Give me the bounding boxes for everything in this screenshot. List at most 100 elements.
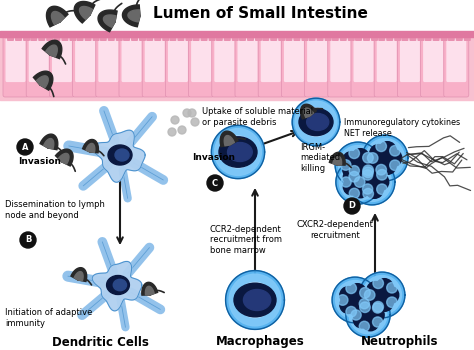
Circle shape — [352, 159, 364, 171]
FancyBboxPatch shape — [26, 35, 51, 97]
Circle shape — [363, 170, 373, 180]
Circle shape — [343, 169, 360, 186]
Circle shape — [390, 160, 400, 170]
Circle shape — [381, 286, 399, 304]
Circle shape — [359, 299, 369, 309]
Circle shape — [338, 146, 377, 184]
Ellipse shape — [307, 113, 329, 131]
FancyBboxPatch shape — [235, 35, 260, 97]
Ellipse shape — [113, 279, 127, 291]
FancyBboxPatch shape — [214, 38, 234, 82]
FancyBboxPatch shape — [189, 35, 214, 97]
Polygon shape — [333, 156, 342, 165]
Circle shape — [360, 287, 370, 298]
Circle shape — [343, 178, 360, 195]
FancyBboxPatch shape — [285, 33, 292, 41]
Circle shape — [376, 164, 386, 175]
Circle shape — [355, 177, 365, 187]
FancyBboxPatch shape — [201, 33, 208, 41]
Circle shape — [349, 159, 395, 205]
FancyBboxPatch shape — [293, 33, 301, 41]
FancyBboxPatch shape — [354, 38, 374, 82]
Circle shape — [357, 169, 374, 186]
Circle shape — [362, 309, 374, 321]
FancyBboxPatch shape — [116, 33, 123, 41]
Polygon shape — [55, 149, 73, 166]
Circle shape — [365, 139, 404, 177]
Polygon shape — [142, 282, 158, 295]
Circle shape — [357, 174, 374, 190]
Circle shape — [354, 291, 372, 309]
Circle shape — [222, 136, 254, 168]
FancyBboxPatch shape — [441, 33, 447, 41]
Circle shape — [336, 281, 374, 320]
FancyBboxPatch shape — [418, 33, 424, 41]
FancyBboxPatch shape — [54, 33, 60, 41]
FancyBboxPatch shape — [423, 38, 443, 82]
FancyBboxPatch shape — [7, 33, 14, 41]
Circle shape — [362, 135, 408, 181]
Circle shape — [17, 139, 33, 155]
FancyBboxPatch shape — [355, 33, 362, 41]
FancyBboxPatch shape — [400, 38, 420, 82]
FancyBboxPatch shape — [23, 33, 30, 41]
Circle shape — [360, 302, 370, 313]
FancyBboxPatch shape — [433, 33, 439, 41]
Ellipse shape — [234, 283, 276, 317]
Circle shape — [352, 166, 369, 183]
Polygon shape — [82, 139, 99, 153]
FancyBboxPatch shape — [410, 33, 416, 41]
Circle shape — [335, 142, 381, 188]
FancyBboxPatch shape — [258, 35, 283, 97]
Polygon shape — [122, 5, 140, 27]
Circle shape — [377, 169, 387, 180]
Polygon shape — [98, 10, 117, 32]
Polygon shape — [301, 104, 316, 119]
Circle shape — [373, 301, 383, 312]
FancyBboxPatch shape — [216, 33, 223, 41]
Circle shape — [20, 232, 36, 248]
Circle shape — [377, 184, 387, 195]
FancyBboxPatch shape — [447, 38, 466, 82]
Polygon shape — [329, 152, 345, 165]
Circle shape — [353, 302, 370, 319]
Circle shape — [349, 148, 359, 159]
Circle shape — [362, 299, 379, 316]
Circle shape — [370, 145, 387, 162]
FancyBboxPatch shape — [69, 33, 76, 41]
Circle shape — [371, 173, 389, 191]
FancyBboxPatch shape — [363, 33, 370, 41]
Circle shape — [336, 160, 380, 204]
FancyBboxPatch shape — [46, 33, 53, 41]
Ellipse shape — [108, 145, 132, 165]
FancyBboxPatch shape — [162, 33, 169, 41]
FancyBboxPatch shape — [154, 33, 161, 41]
Circle shape — [357, 156, 375, 174]
Circle shape — [376, 141, 386, 152]
Polygon shape — [80, 6, 92, 19]
Circle shape — [349, 296, 387, 334]
Polygon shape — [74, 1, 95, 23]
Polygon shape — [103, 15, 116, 27]
Circle shape — [367, 281, 384, 299]
Text: Lumen of Small Intestine: Lumen of Small Intestine — [153, 7, 367, 21]
FancyBboxPatch shape — [270, 33, 277, 41]
Circle shape — [351, 310, 361, 320]
Circle shape — [363, 167, 373, 177]
Circle shape — [337, 295, 348, 305]
Polygon shape — [46, 45, 57, 57]
Circle shape — [352, 164, 369, 181]
FancyBboxPatch shape — [237, 38, 257, 82]
Circle shape — [359, 272, 405, 318]
FancyBboxPatch shape — [232, 33, 239, 41]
FancyBboxPatch shape — [348, 33, 355, 41]
Ellipse shape — [219, 137, 257, 167]
Circle shape — [349, 299, 366, 316]
FancyBboxPatch shape — [52, 38, 72, 82]
FancyBboxPatch shape — [191, 38, 211, 82]
Text: Dissemination to lymph
node and beyond: Dissemination to lymph node and beyond — [5, 200, 105, 220]
Circle shape — [237, 282, 273, 318]
Circle shape — [346, 307, 356, 317]
Circle shape — [346, 283, 356, 294]
Circle shape — [379, 157, 396, 174]
